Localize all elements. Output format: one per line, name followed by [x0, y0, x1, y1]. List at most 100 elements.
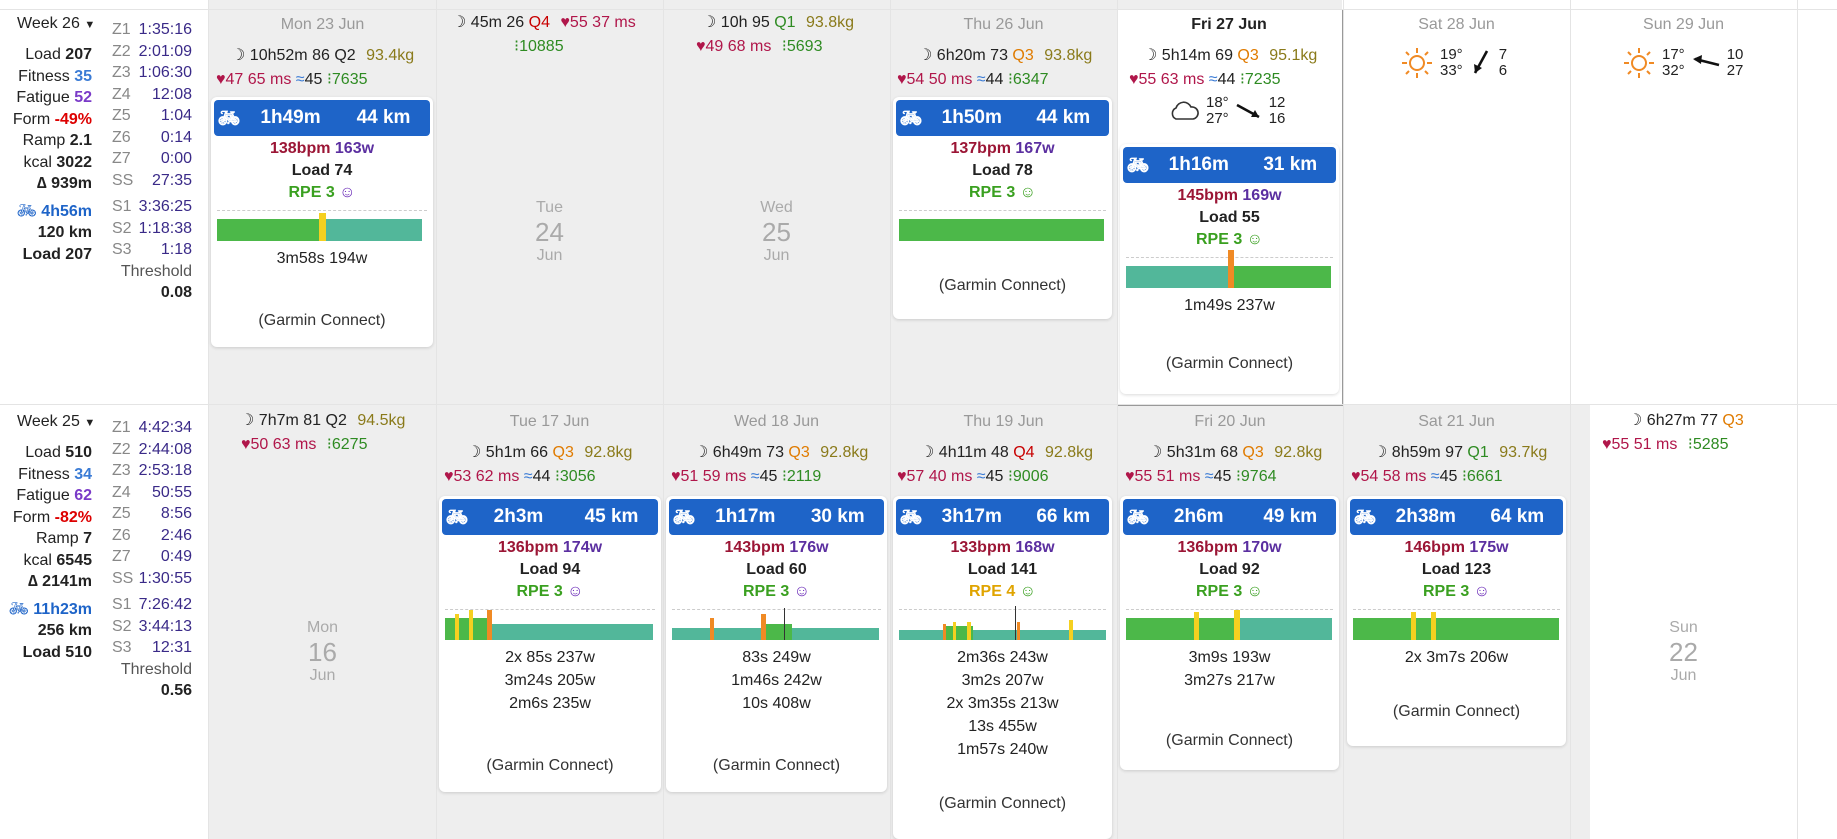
divider	[1117, 0, 1118, 839]
smiley-icon: ☺	[1246, 231, 1264, 248]
steps-icon: ⁝	[1007, 468, 1013, 485]
heart-icon: ♥	[1602, 436, 1612, 453]
wellness-row: ♥54 58 ms ≈45 ⁝6661	[1351, 468, 1503, 485]
sleep-row: ☽ 5h31m 68 Q3 92.8kg	[1148, 444, 1323, 461]
day-header[interactable]: Thu 19 Jun	[963, 413, 1044, 430]
zone-chart	[672, 608, 881, 642]
steps-icon: ⁝	[1461, 468, 1467, 485]
activity-card[interactable]: 🚲︎ 2h6m 49 km 136bpm 170w Load 92 RPE 3 ☺ …	[1120, 496, 1339, 770]
smiley-icon: ☺	[339, 184, 356, 201]
sleep-row: ☽ 45m 26 Q4 ♥55 37 ms	[452, 14, 636, 31]
activity-card[interactable]: 🚲︎ 2h38m 64 km 146bpm 175w Load 123 RPE 3 …	[1347, 496, 1566, 746]
sleep-row: ☽ 6h27m 77 Q3	[1628, 412, 1744, 429]
moon-icon: ☽	[702, 14, 717, 31]
divider	[208, 0, 209, 839]
temp-icon: ≈	[750, 468, 760, 485]
heart-icon: ♥	[897, 71, 907, 88]
weather-forecast: 18° 27° 12 16	[1168, 95, 1285, 127]
zone-times: Z1 4:42:34 Z2 2:44:08 Z3 2:53:18 Z4 50:55 Z5…	[112, 419, 192, 699]
wellness-row: ♥50 63 ms ⁝6275	[241, 436, 368, 453]
moon-icon: ☽	[918, 47, 933, 64]
bike-icon: 🚲︎	[1126, 154, 1150, 175]
heart-icon: ♥	[1351, 468, 1361, 485]
divider	[890, 0, 891, 839]
moon-icon: ☽	[240, 412, 255, 429]
sleep-row: ☽ 6h20m 73 Q3 93.8kg	[918, 47, 1093, 64]
activity-card[interactable]: 🚲︎ 3h17m 66 km 133bpm 168w Load 141 RPE 4 …	[893, 496, 1112, 839]
wellness-row: ♥57 40 ms ≈45 ⁝9006	[897, 468, 1049, 485]
steps-icon: ⁝	[1235, 468, 1241, 485]
day-header[interactable]: Mon 23 Jun	[280, 16, 365, 33]
wellness-row: ♥49 68 ms ⁝5693	[696, 38, 823, 55]
week-selector[interactable]: Week 25 ▼	[17, 413, 96, 430]
day-header[interactable]: Wed 18 Jun	[733, 413, 820, 430]
week-selector[interactable]: Week 26 ▼	[17, 15, 96, 32]
activity-card[interactable]: 🚲︎ 2h3m 45 km 136bpm 174w Load 94 RPE 3 ☺ …	[439, 496, 661, 792]
wind-arrow-icon	[1236, 103, 1260, 119]
steps-icon: ⁝	[1239, 71, 1245, 88]
day-header[interactable]: Tue 17 Jun	[509, 413, 590, 430]
day-header[interactable]: Sun 29 Jun	[1643, 16, 1724, 33]
heart-icon: ♥	[671, 468, 681, 485]
sun-icon	[1402, 48, 1432, 78]
sleep-row: ☽ 10h 95 Q1 93.8kg	[702, 14, 855, 31]
moon-icon: ☽	[694, 444, 709, 461]
wellness-row: ♥55 51 ms ⁝5285	[1602, 436, 1729, 453]
zone-chart	[899, 606, 1106, 642]
heart-icon: ♥	[1129, 71, 1139, 88]
steps-icon: ⁝	[326, 71, 332, 88]
sun-icon	[1624, 48, 1654, 78]
smiley-icon: ☺	[567, 583, 584, 600]
steps-row: ⁝10885	[514, 38, 564, 55]
divider	[0, 9, 1837, 10]
sleep-row: ☽ 6h49m 73 Q3 92.8kg	[694, 444, 869, 461]
heart-icon: ♥	[216, 71, 226, 88]
wind-arrow-icon	[1692, 55, 1720, 67]
wellness-row: ♥54 50 ms ≈44 ⁝6347	[897, 71, 1049, 88]
day-header[interactable]: Fri 20 Jun	[1194, 413, 1266, 430]
moon-icon: ☽	[1148, 444, 1163, 461]
zone-chart	[1126, 610, 1333, 642]
sleep-row: ☽ 5h14m 69 Q3 95.1kg	[1143, 47, 1318, 64]
week-stats: Load 510 Fitness 34 Fatigue 62 Form -82%…	[8, 444, 92, 661]
sleep-row: ☽ 8h59m 97 Q1 93.7kg	[1373, 444, 1548, 461]
sleep-row: ☽ 10h52m 86 Q2 93.4kg	[231, 47, 415, 64]
wellness-row: ♥47 65 ms ≈45 ⁝7635	[216, 71, 368, 88]
heart-icon: ♥	[897, 468, 907, 485]
moon-icon: ☽	[1628, 412, 1643, 429]
zone-chart	[1126, 250, 1333, 290]
day-header[interactable]: Thu 26 Jun	[963, 16, 1044, 33]
bike-icon: 🚲︎	[445, 506, 469, 527]
activity-card[interactable]: 🚲︎ 1h16m 31 km 145bpm 169w Load 55 RPE 3 ☺…	[1120, 144, 1339, 394]
heart-icon: ♥	[1125, 468, 1135, 485]
smiley-icon: ☺	[793, 583, 811, 600]
smiley-icon: ☺	[1473, 583, 1491, 600]
bike-icon: 🚲︎	[899, 107, 923, 128]
day-header[interactable]: Sat 28 Jun	[1418, 16, 1495, 33]
day-number: Mon 16 Jun	[306, 619, 339, 684]
activity-card[interactable]: 🚲︎ 1h49m 44 km 138bpm 163w Load 74 RPE 3 ☺…	[211, 97, 433, 347]
day-header[interactable]: Sat 21 Jun	[1418, 413, 1495, 430]
wellness-row: ♥53 62 ms ≈44 ⁝3056	[444, 468, 596, 485]
bike-icon: 🚲︎	[217, 107, 241, 128]
moon-icon: ☽	[467, 444, 482, 461]
heart-icon: ♥	[444, 468, 454, 485]
steps-icon: ⁝	[781, 468, 787, 485]
week-stats: Load 207 Fitness 35 Fatigue 52 Form -49%…	[12, 46, 92, 263]
activity-card[interactable]: 🚲︎ 1h50m 44 km 137bpm 167w Load 78 RPE 3 ☺…	[893, 97, 1112, 319]
day-number: Wed 25 Jun	[760, 199, 793, 264]
smiley-icon: ☺	[1019, 184, 1037, 201]
day-header[interactable]: Fri 27 Jun	[1191, 16, 1267, 33]
smiley-icon: ☺	[1019, 583, 1037, 600]
heart-icon: ♥	[696, 38, 706, 55]
divider	[663, 0, 664, 839]
activity-card[interactable]: 🚲︎ 1h17m 30 km 143bpm 176w Load 60 RPE 3 ☺…	[666, 496, 887, 792]
heart-icon: ♥	[560, 14, 570, 31]
wellness-row: ♥51 59 ms ≈45 ⁝2119	[671, 468, 822, 485]
sleep-row: ☽ 7h7m 81 Q2 94.5kg	[240, 412, 406, 429]
sleep-row: ☽ 5h1m 66 Q3 92.8kg	[467, 444, 633, 461]
temp-icon: ≈	[1208, 71, 1218, 88]
moon-icon: ☽	[231, 47, 246, 64]
divider	[1343, 0, 1344, 839]
